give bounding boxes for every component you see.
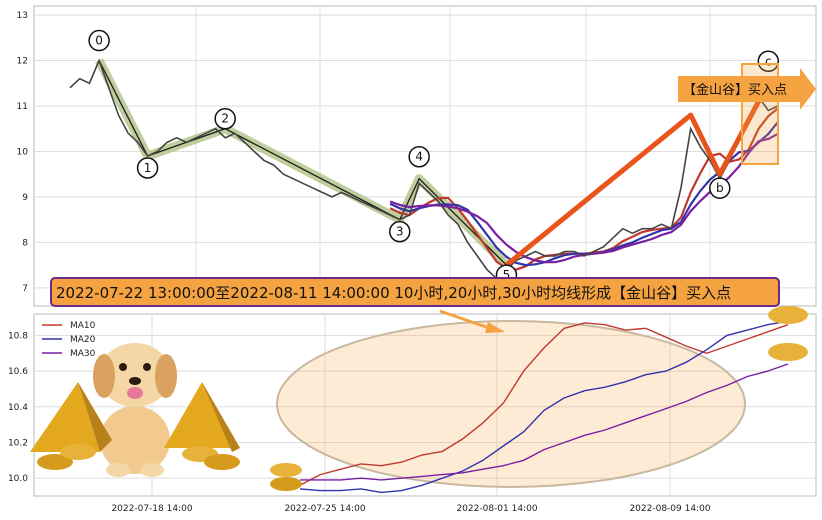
wave-point-marker	[136, 157, 159, 179]
banner: 2022-07-22 13:00:00至2022-08-11 14:00:00 …	[50, 277, 780, 307]
gold-ingot-right-mid-icon	[768, 343, 808, 361]
top-y-tick-label: 13	[17, 11, 28, 21]
bottom-ma-line	[299, 320, 789, 494]
gold-ingot-right-top-icon	[768, 306, 808, 324]
top-y-tick-label: 10	[17, 147, 29, 157]
gold-pyramid-right-icon	[164, 382, 240, 452]
bottom-x-tick-label: 2022-08-09 14:00	[629, 504, 710, 514]
wave-point-marker	[214, 107, 236, 130]
gold-ingot-bottom-icon	[270, 463, 302, 491]
top-y-tick-label: 12	[17, 57, 28, 67]
bottom-panel-frame	[33, 313, 817, 497]
price-line	[69, 58, 779, 280]
wave-point-marker	[88, 29, 110, 52]
bottom-x-ticks: 2022-07-18 14:00 2022-07-25 14:00 2022-08-…	[111, 504, 710, 514]
banner-text: 2022-07-22 13:00:00至2022-08-11 14:00:00 …	[56, 284, 731, 302]
wave-point-label: 1	[144, 161, 152, 175]
gold-pyramid-left-icon	[30, 382, 112, 452]
legend: MA10 MA20 MA30	[42, 321, 96, 359]
top-y-tick-label: 8	[22, 238, 28, 248]
pointer-arrow	[439, 309, 505, 333]
top-y-tick-label: 7	[22, 284, 28, 294]
wave-point-marker	[709, 177, 731, 199]
bottom-panel: 10.010.210.410.610.8 2022-07-18 14:00 202…	[8, 313, 817, 514]
banner-box	[50, 277, 780, 307]
legend-label: MA30	[70, 349, 96, 359]
highlight-ellipse	[276, 320, 746, 488]
wave-point-label: c	[765, 54, 772, 68]
wave-point-marker	[757, 50, 780, 73]
trend-path	[504, 82, 771, 268]
bottom-y-tick-label: 10.2	[8, 438, 28, 448]
bottom-ma-line	[300, 363, 789, 481]
wave-point-label: 4	[415, 150, 423, 164]
bottom-y-tick-label: 10.8	[8, 331, 28, 341]
bottom-y-tick-label: 10.4	[8, 403, 28, 413]
bottom-ma-line	[299, 322, 789, 486]
wave-point-label: b	[716, 181, 724, 195]
wave-point-label: 3	[396, 225, 404, 239]
bottom-y-ticks: 10.0 10.2 10.4 10.6 10.8	[8, 331, 28, 484]
trend-line	[504, 82, 771, 268]
bottom-y-tick-label: 10.0	[8, 474, 28, 484]
bottom-ma-lines	[299, 320, 789, 494]
bottom-y-tick-label: 10.6	[8, 367, 28, 377]
wave-point-label: 0	[95, 34, 103, 48]
wave-point-label: 5	[503, 268, 511, 282]
top-y-tick-label: 9	[22, 193, 28, 203]
price-series-line	[69, 58, 779, 280]
wave-point-label: 2	[221, 112, 229, 126]
wave-point-marker	[408, 145, 430, 168]
wave-point-marker	[389, 220, 411, 243]
buy-tag-arrow: 【金山谷】买入点	[678, 68, 816, 110]
wave-labels: 0 1 2 3 4 5 b c	[88, 29, 780, 286]
legend-label: MA20	[70, 335, 96, 345]
legend-label: MA10	[70, 321, 96, 331]
top-y-ticks: 7 8 9 10 11 12 13	[17, 11, 29, 294]
bottom-x-tick-label: 2022-07-25 14:00	[284, 504, 365, 514]
wave-line	[98, 60, 507, 266]
bottom-x-tick-label: 2022-08-01 14:00	[456, 504, 537, 514]
top-ma-line	[389, 121, 779, 267]
gold-ingots-left-icon	[37, 444, 240, 470]
wave-band	[95, 58, 510, 269]
bottom-x-tick-label: 2022-07-18 14:00	[111, 504, 192, 514]
top-y-tick-label: 11	[17, 102, 28, 112]
buy-tag-label: 【金山谷】买入点	[683, 82, 787, 98]
dog-mascot-icon	[93, 343, 177, 477]
buy-tag-shape	[678, 68, 816, 110]
